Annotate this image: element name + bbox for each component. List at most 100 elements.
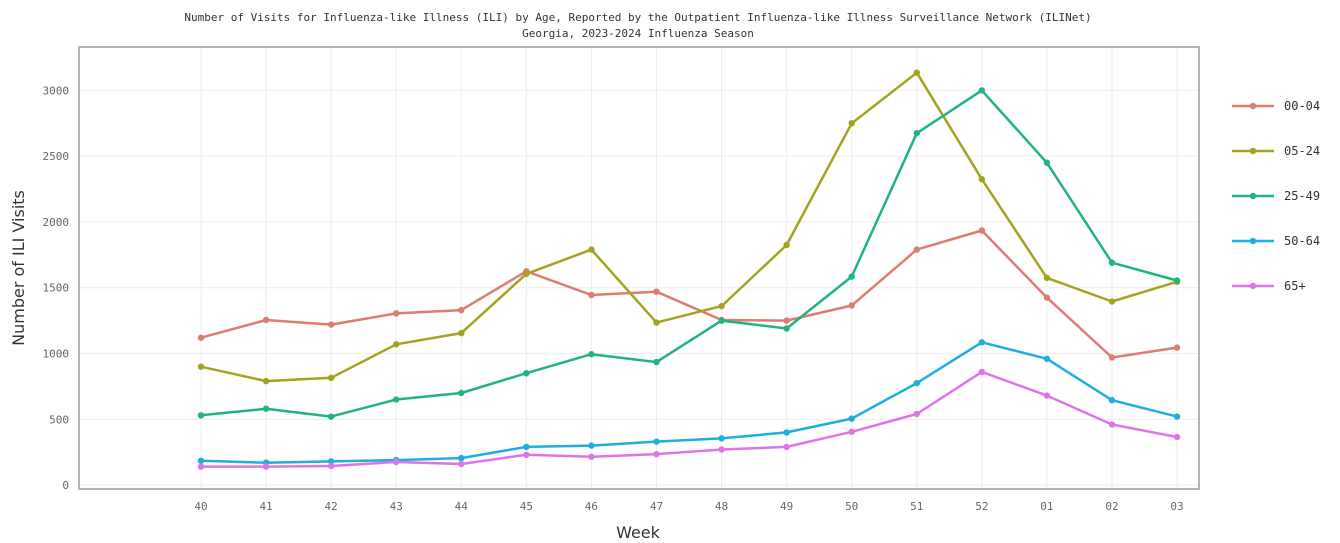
data-point[interactable] xyxy=(393,341,400,348)
data-point[interactable] xyxy=(913,379,920,387)
legend-label: 25-49 xyxy=(1284,189,1320,203)
data-point[interactable] xyxy=(653,438,660,445)
data-point[interactable] xyxy=(1043,159,1051,166)
data-point[interactable] xyxy=(913,246,920,253)
y-tick-label: 1000 xyxy=(43,348,70,361)
data-point[interactable] xyxy=(327,321,335,328)
data-point[interactable] xyxy=(588,246,595,253)
data-point[interactable] xyxy=(978,227,986,234)
chart-title: Number of Visits for Influenza-like Illn… xyxy=(184,11,1091,24)
data-point[interactable] xyxy=(327,374,335,382)
legend-item-50-64[interactable]: 50-64 xyxy=(1232,234,1320,248)
data-point[interactable] xyxy=(197,363,205,370)
data-point[interactable] xyxy=(393,458,400,466)
data-point[interactable] xyxy=(1108,397,1116,404)
legend-item-00-04[interactable]: 00-04 xyxy=(1232,99,1320,113)
x-tick-label: 49 xyxy=(780,500,793,513)
data-point[interactable] xyxy=(327,458,335,465)
data-point[interactable] xyxy=(653,319,660,326)
data-point[interactable] xyxy=(1173,344,1181,351)
data-point[interactable] xyxy=(978,339,986,346)
data-point[interactable] xyxy=(197,412,205,419)
data-point[interactable] xyxy=(1173,277,1181,284)
data-point[interactable] xyxy=(1108,259,1116,266)
data-point[interactable] xyxy=(1043,274,1051,282)
series-line xyxy=(201,370,1178,468)
data-point[interactable] xyxy=(327,413,335,420)
series-layer xyxy=(197,69,1181,470)
data-point[interactable] xyxy=(1043,355,1051,362)
data-point[interactable] xyxy=(327,462,335,470)
data-point[interactable] xyxy=(718,302,725,310)
data-point[interactable] xyxy=(848,428,855,435)
data-point[interactable] xyxy=(588,442,595,449)
data-point[interactable] xyxy=(1173,413,1181,420)
data-point[interactable] xyxy=(262,316,270,324)
data-point[interactable] xyxy=(718,435,725,442)
data-point[interactable] xyxy=(783,241,790,249)
data-point[interactable] xyxy=(913,410,920,418)
legend-item-65+[interactable]: 65+ xyxy=(1232,279,1306,293)
data-point[interactable] xyxy=(718,317,725,324)
data-point[interactable] xyxy=(848,415,855,422)
x-tick-label: 50 xyxy=(845,500,858,513)
data-point[interactable] xyxy=(653,288,660,295)
data-point[interactable] xyxy=(1043,294,1051,301)
y-tick-label: 1500 xyxy=(43,282,70,295)
data-point[interactable] xyxy=(197,334,205,341)
data-point[interactable] xyxy=(783,429,790,436)
data-point[interactable] xyxy=(1108,298,1116,305)
y-tick-label: 3000 xyxy=(43,84,70,97)
data-point[interactable] xyxy=(1173,433,1181,441)
data-point[interactable] xyxy=(262,405,270,412)
data-point[interactable] xyxy=(458,389,465,397)
data-point[interactable] xyxy=(588,291,595,299)
data-point[interactable] xyxy=(393,310,400,317)
data-point[interactable] xyxy=(523,370,530,377)
x-tick-label: 03 xyxy=(1170,500,1183,513)
data-point[interactable] xyxy=(978,368,986,376)
data-point[interactable] xyxy=(913,69,920,76)
data-point[interactable] xyxy=(523,443,530,451)
data-point[interactable] xyxy=(653,358,660,366)
y-tick-label: 2500 xyxy=(43,150,70,163)
data-point[interactable] xyxy=(458,329,465,337)
data-point[interactable] xyxy=(1108,354,1116,361)
data-point[interactable] xyxy=(783,325,790,332)
data-point[interactable] xyxy=(262,463,270,470)
x-tick-label: 45 xyxy=(520,500,533,513)
y-tick-label: 500 xyxy=(49,413,69,426)
legend-item-05-24[interactable]: 05-24 xyxy=(1232,144,1320,158)
data-point[interactable] xyxy=(523,270,530,278)
data-point[interactable] xyxy=(458,306,465,314)
data-point[interactable] xyxy=(848,120,855,127)
data-point[interactable] xyxy=(783,443,790,451)
data-point[interactable] xyxy=(393,396,400,403)
data-point[interactable] xyxy=(458,454,465,462)
data-point[interactable] xyxy=(848,273,855,280)
data-point[interactable] xyxy=(197,463,205,470)
x-tick-label: 43 xyxy=(390,500,403,513)
data-point[interactable] xyxy=(1108,421,1116,428)
series-line xyxy=(200,89,1178,418)
data-point[interactable] xyxy=(978,87,986,94)
data-point[interactable] xyxy=(913,129,920,137)
data-point[interactable] xyxy=(588,350,595,358)
plot-frame xyxy=(78,46,1200,490)
data-point[interactable] xyxy=(1043,392,1051,399)
data-point[interactable] xyxy=(718,446,725,453)
data-point[interactable] xyxy=(978,176,986,183)
series-65+ xyxy=(197,368,1181,470)
data-point[interactable] xyxy=(458,460,465,468)
data-point[interactable] xyxy=(848,302,855,309)
data-point[interactable] xyxy=(653,450,660,458)
legend-label: 05-24 xyxy=(1284,144,1320,158)
x-tick-label: 51 xyxy=(910,500,923,513)
data-point[interactable] xyxy=(262,377,270,385)
data-point[interactable] xyxy=(197,457,205,464)
data-point[interactable] xyxy=(523,451,530,458)
data-point[interactable] xyxy=(588,453,595,460)
data-point[interactable] xyxy=(783,317,790,324)
legend-item-25-49[interactable]: 25-49 xyxy=(1232,189,1320,203)
